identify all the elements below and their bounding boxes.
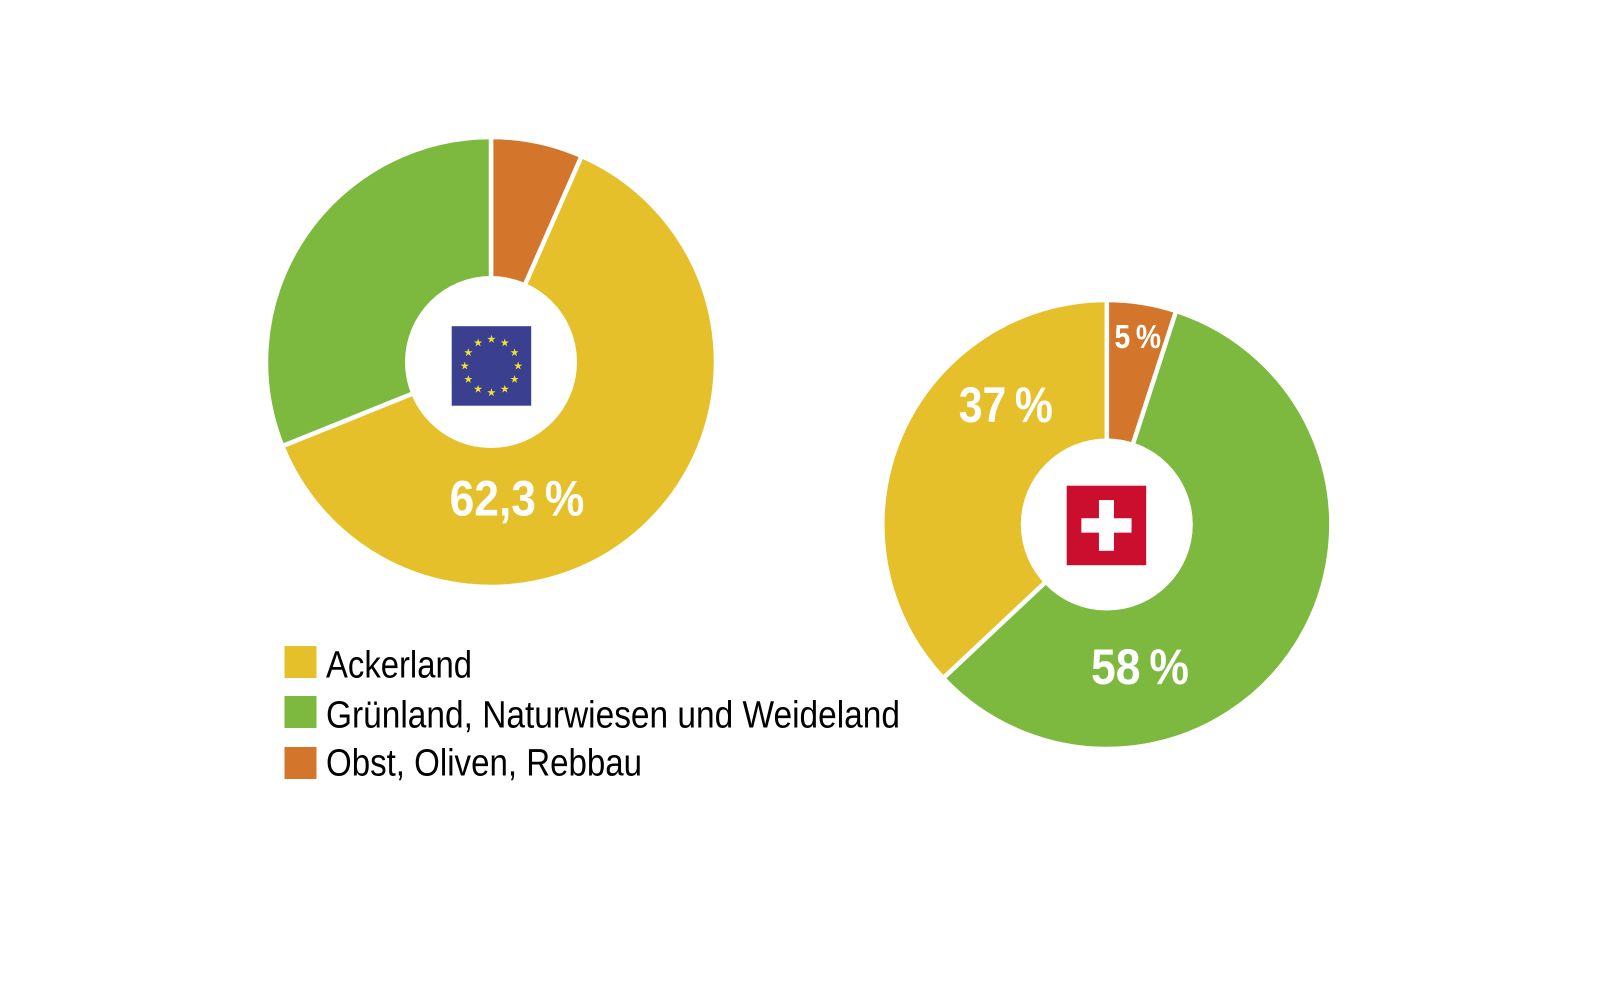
- svg-text:Ackerland: Ackerland: [326, 645, 472, 687]
- svg-text:62,3 %: 62,3 %: [450, 470, 585, 526]
- svg-text:5 %: 5 %: [1115, 318, 1162, 355]
- svg-text:37 %: 37 %: [959, 377, 1053, 433]
- svg-text:Obst, Oliven, Rebbau: Obst, Oliven, Rebbau: [326, 743, 642, 785]
- svg-text:58 %: 58 %: [1091, 639, 1189, 695]
- svg-text:Grünland, Naturwiesen und Weid: Grünland, Naturwiesen und Weideland: [326, 695, 900, 737]
